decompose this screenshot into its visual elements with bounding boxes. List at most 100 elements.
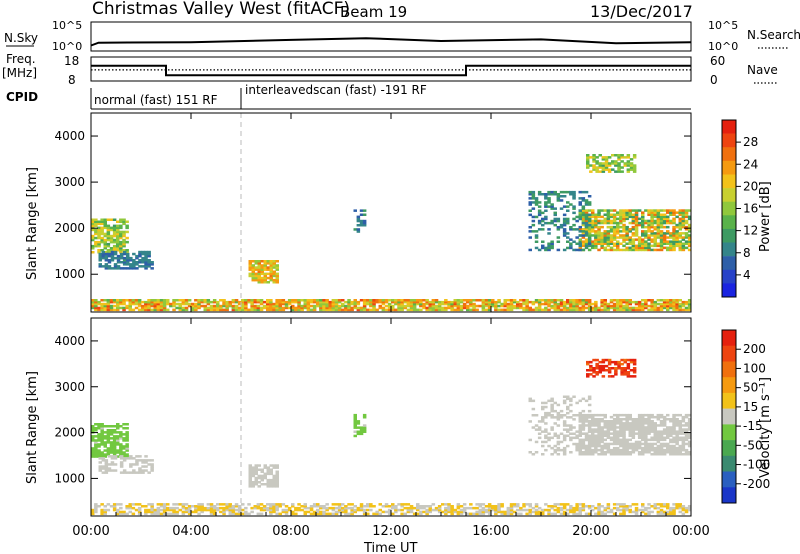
power-cell bbox=[106, 242, 111, 246]
power-cell bbox=[98, 252, 102, 256]
power-cell bbox=[653, 302, 657, 306]
power-cell bbox=[562, 221, 567, 225]
velocity-cell bbox=[375, 510, 379, 514]
power-cell bbox=[634, 215, 639, 219]
power-cell bbox=[506, 304, 511, 308]
velocity-cell bbox=[603, 444, 607, 448]
velocity-cell bbox=[350, 508, 354, 512]
power-cell bbox=[666, 211, 670, 214]
velocity-cell bbox=[669, 446, 673, 450]
power-cell bbox=[656, 236, 661, 239]
power-cell bbox=[622, 219, 626, 223]
power-cell bbox=[553, 308, 557, 312]
velocity-cell bbox=[263, 464, 267, 467]
power-cell bbox=[647, 304, 651, 308]
power-cell bbox=[678, 308, 682, 312]
velocity-cell bbox=[606, 436, 611, 439]
velocity-cell bbox=[687, 506, 692, 510]
power-cell bbox=[603, 209, 607, 212]
velocity-cell bbox=[534, 503, 539, 506]
velocity-cell bbox=[592, 375, 596, 378]
power-cell bbox=[250, 308, 254, 312]
power-cell bbox=[141, 300, 145, 304]
velocity-cell bbox=[666, 503, 670, 506]
velocity-cell bbox=[178, 503, 182, 506]
power-cell bbox=[628, 211, 632, 214]
velocity-cell bbox=[94, 453, 98, 456]
velocity-cell bbox=[112, 441, 117, 444]
velocity-cell bbox=[647, 442, 651, 446]
power-cell bbox=[587, 238, 592, 241]
velocity-cell bbox=[500, 503, 504, 506]
velocity-cell bbox=[669, 506, 673, 510]
power-cell bbox=[272, 260, 276, 263]
power-cell bbox=[116, 234, 120, 238]
power-cell bbox=[607, 168, 612, 171]
power-cell bbox=[178, 299, 182, 302]
velocity-cell bbox=[109, 443, 114, 446]
velocity-cell bbox=[506, 512, 511, 516]
power-colorbar-label: 28 bbox=[743, 135, 758, 149]
power-cell bbox=[341, 299, 345, 302]
power-cell bbox=[603, 238, 607, 241]
power-cell bbox=[656, 248, 661, 252]
velocity-cell bbox=[597, 444, 601, 448]
velocity-cell bbox=[409, 506, 414, 510]
velocity-cell bbox=[625, 426, 629, 429]
velocity-cell bbox=[553, 512, 557, 516]
velocity-cell bbox=[122, 427, 126, 430]
velocity-cell bbox=[116, 449, 120, 452]
power-cell bbox=[600, 300, 604, 304]
velocity-cell bbox=[589, 364, 593, 368]
velocity-cell bbox=[122, 455, 126, 458]
power-cell bbox=[581, 221, 586, 225]
velocity-cell bbox=[403, 503, 407, 506]
velocity-cell bbox=[347, 503, 351, 506]
power-cell bbox=[260, 266, 264, 269]
nave-label: Nave bbox=[747, 63, 778, 77]
velocity-cell bbox=[675, 422, 679, 425]
power-cell bbox=[481, 304, 486, 308]
power-cell bbox=[634, 217, 639, 221]
velocity-cell bbox=[319, 506, 323, 510]
velocity-cell bbox=[586, 362, 590, 366]
velocity-cell bbox=[631, 420, 636, 423]
velocity-cell bbox=[456, 512, 461, 516]
velocity-cell bbox=[591, 432, 595, 435]
velocity-cell bbox=[619, 505, 623, 508]
power-cell bbox=[687, 236, 692, 239]
velocity-cell bbox=[675, 505, 679, 508]
power-cell bbox=[103, 224, 107, 228]
velocity-cell bbox=[113, 457, 118, 460]
power-cell bbox=[544, 246, 548, 250]
velocity-cell bbox=[581, 440, 586, 444]
power-cell bbox=[556, 248, 561, 252]
velocity-cell bbox=[572, 414, 576, 417]
power-cell bbox=[219, 308, 223, 312]
velocity-cell bbox=[369, 505, 373, 508]
velocity-cell bbox=[425, 512, 429, 516]
power-cell bbox=[328, 308, 332, 312]
power-cell bbox=[109, 236, 114, 240]
power-cell bbox=[166, 299, 170, 302]
velocity-cell bbox=[362, 510, 367, 514]
power-cell bbox=[362, 221, 367, 225]
velocity-cell bbox=[607, 369, 612, 372]
velocity-cell bbox=[581, 432, 586, 435]
power-cell bbox=[250, 300, 254, 304]
power-cell bbox=[322, 302, 326, 306]
velocity-cell bbox=[684, 432, 689, 435]
power-cell bbox=[537, 211, 542, 215]
velocity-cell bbox=[600, 418, 604, 421]
power-cell bbox=[266, 299, 270, 302]
power-cell bbox=[506, 302, 511, 306]
velocity-cell bbox=[601, 358, 606, 362]
velocity-cell bbox=[228, 512, 232, 516]
power-cell bbox=[297, 304, 301, 308]
power-cell bbox=[653, 211, 657, 214]
velocity-colorbar-label: 100 bbox=[743, 361, 766, 375]
power-cell bbox=[97, 308, 101, 312]
velocity-cell bbox=[254, 478, 258, 482]
velocity-cell bbox=[135, 459, 139, 462]
velocity-cell bbox=[191, 510, 195, 514]
